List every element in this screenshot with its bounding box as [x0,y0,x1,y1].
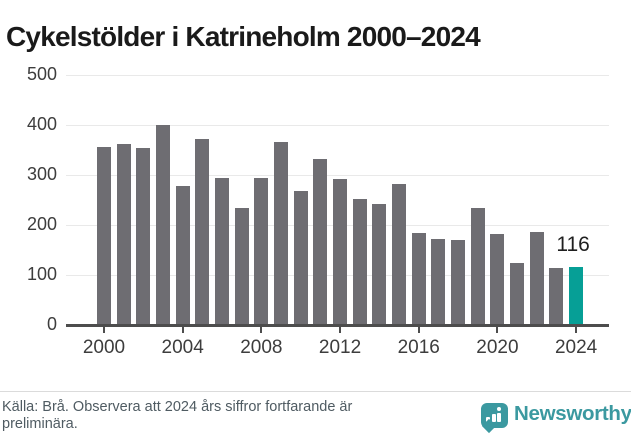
bar-2001 [116,144,131,325]
x-axis-tick-label: 2012 [318,337,362,358]
bar-2003 [156,125,170,325]
gridline [66,75,609,76]
logo-mini-bar-icon [491,414,496,422]
bar-2023 [549,267,564,325]
bar-2006 [215,177,230,325]
newsworthy-logo-icon [481,403,508,428]
footer-divider [0,391,631,392]
x-axis-tick [575,327,578,333]
source-line-1: Källa: Brå. Observera att 2024 års siffr… [2,399,353,415]
bar-2024 [569,267,584,325]
gridline [66,125,609,126]
bar-2002 [136,148,151,325]
y-axis-tick-label: 200 [26,214,57,234]
y-axis-tick-label: 300 [26,164,57,184]
x-axis-tick-label: 2024 [554,337,598,358]
y-axis-tick-label: 100 [26,264,57,284]
x-axis-tick-label: 2016 [397,337,440,358]
bar-2015 [392,183,407,325]
bar-2016 [411,233,426,325]
logo-mini-bar-icon [486,417,490,422]
newsworthy-logo-text: Newsworthy [514,402,631,425]
y-axis-tick-label: 400 [26,114,57,134]
bar-2005 [195,138,210,325]
source-note: Källa: Brå. Observera att 2024 års siffr… [2,399,472,433]
bar-2011 [313,159,328,325]
x-axis-line [66,324,609,327]
bar-2019 [470,207,485,325]
bar-2007 [234,208,249,325]
bar-2009 [274,142,289,325]
x-axis-tick [417,327,420,333]
bar-2018 [451,240,466,325]
x-axis-tick-label: 2000 [82,337,126,358]
x-axis-tick-label: 2004 [161,337,204,358]
bar-2021 [510,263,525,325]
x-axis-tick [496,327,499,333]
gridline [66,175,609,176]
plot-area: 0 100 200 300 400 500 2000 2004 2008 2012 2016 2020… [0,60,631,370]
source-line-2: preliminära. [2,416,78,432]
bar-value-label: 116 [556,233,590,256]
logo-mini-bar-icon [497,413,501,422]
bar-2014 [372,203,387,325]
x-axis-tick-label: 2020 [476,337,519,358]
bar-2010 [293,190,308,325]
bar-2000 [97,147,111,325]
x-axis-tick [103,327,105,333]
y-axis-tick-label: 500 [26,64,57,84]
bar-2017 [431,239,446,325]
logo-dot-icon [497,407,501,411]
chart-title: Cykelstölder i Katrineholm 2000–2024 [6,20,481,52]
bar-2008 [254,177,269,325]
bar-chart: 0 100 200 300 400 500 2000 2004 2008 2012 2016 2020… [0,60,631,370]
x-axis-tick [260,327,263,333]
bar-2013 [352,199,367,325]
bar-2012 [333,179,348,325]
bar-2020 [490,234,505,325]
x-axis-tick [181,327,184,333]
y-axis-tick-label: 0 [46,314,57,334]
x-axis-tick [339,327,342,333]
bar-2004 [175,186,190,325]
x-axis-tick-label: 2008 [240,337,283,358]
bar-2022 [529,231,544,325]
